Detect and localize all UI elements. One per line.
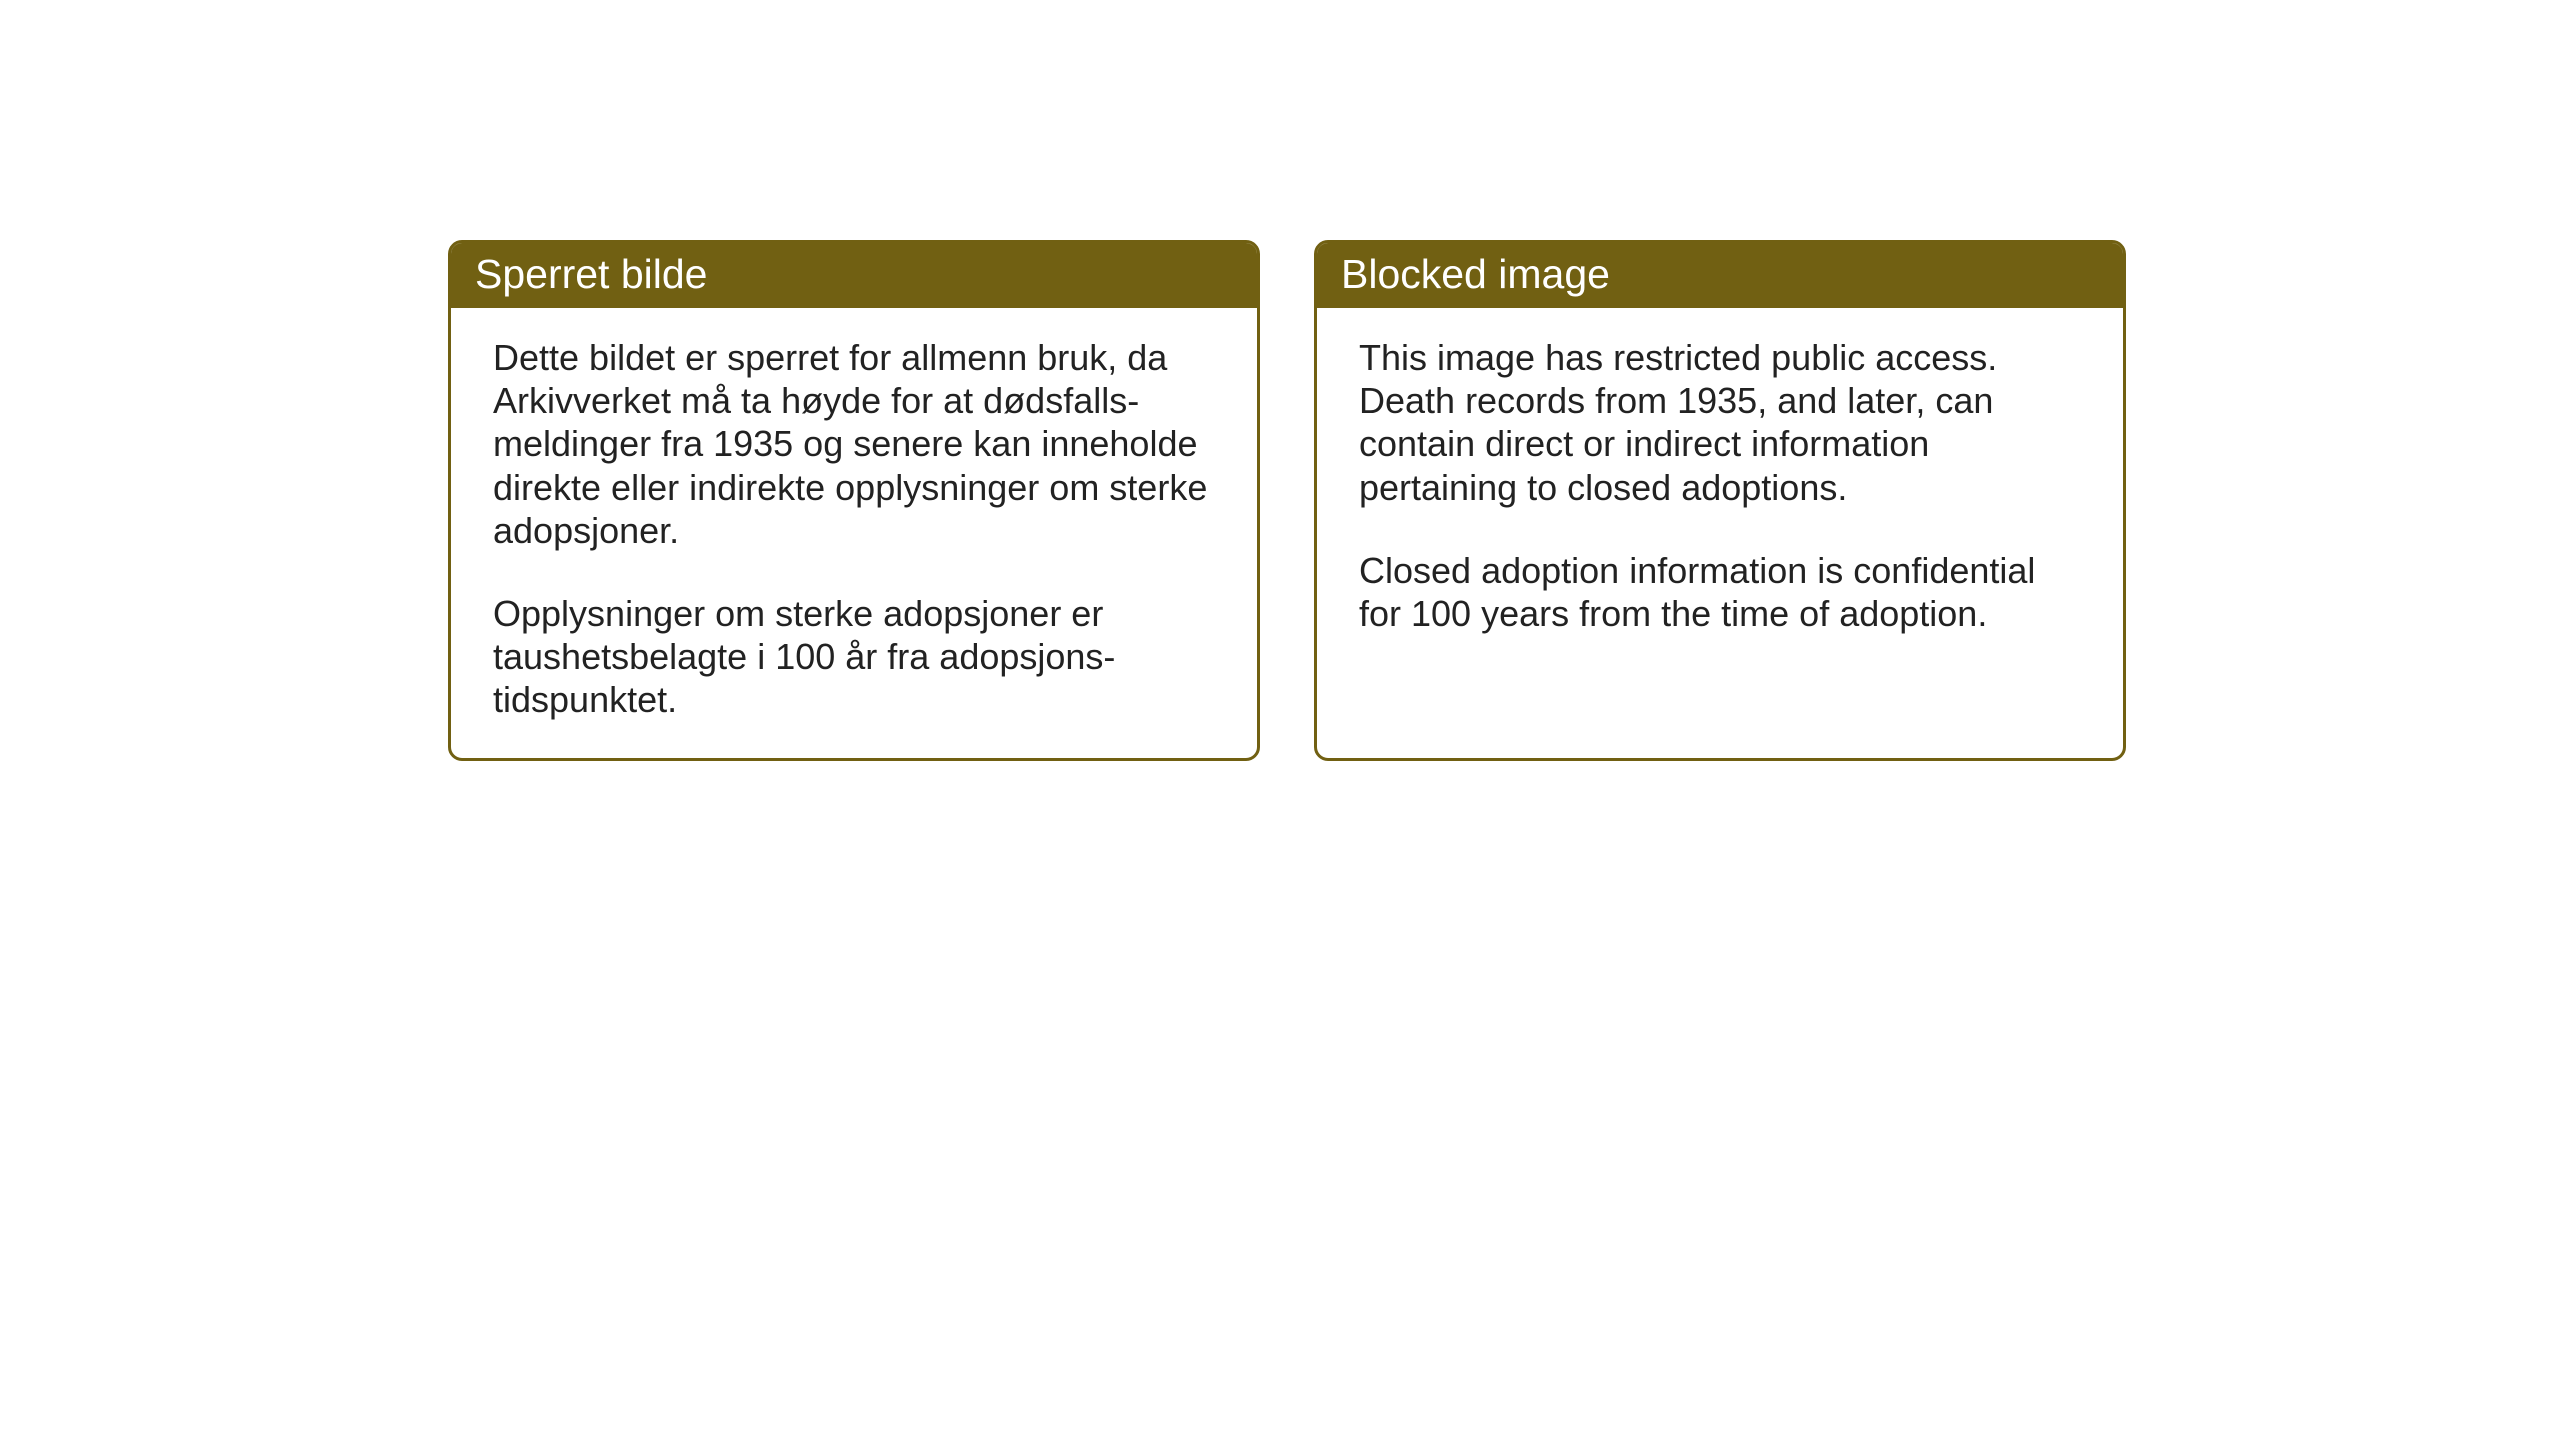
panel-title-english: Blocked image xyxy=(1341,251,1610,297)
panel-title-norwegian: Sperret bilde xyxy=(475,251,707,297)
panel-body-english: This image has restricted public access.… xyxy=(1317,308,2123,748)
paragraph-english-1: This image has restricted public access.… xyxy=(1359,336,2081,509)
panel-body-norwegian: Dette bildet er sperret for allmenn bruk… xyxy=(451,308,1257,758)
paragraph-english-2: Closed adoption information is confident… xyxy=(1359,549,2081,635)
paragraph-norwegian-1: Dette bildet er sperret for allmenn bruk… xyxy=(493,336,1215,552)
panel-header-english: Blocked image xyxy=(1317,243,2123,308)
panels-container: Sperret bilde Dette bildet er sperret fo… xyxy=(448,240,2126,761)
panel-norwegian: Sperret bilde Dette bildet er sperret fo… xyxy=(448,240,1260,761)
paragraph-norwegian-2: Opplysninger om sterke adopsjoner er tau… xyxy=(493,592,1215,722)
panel-header-norwegian: Sperret bilde xyxy=(451,243,1257,308)
panel-english: Blocked image This image has restricted … xyxy=(1314,240,2126,761)
